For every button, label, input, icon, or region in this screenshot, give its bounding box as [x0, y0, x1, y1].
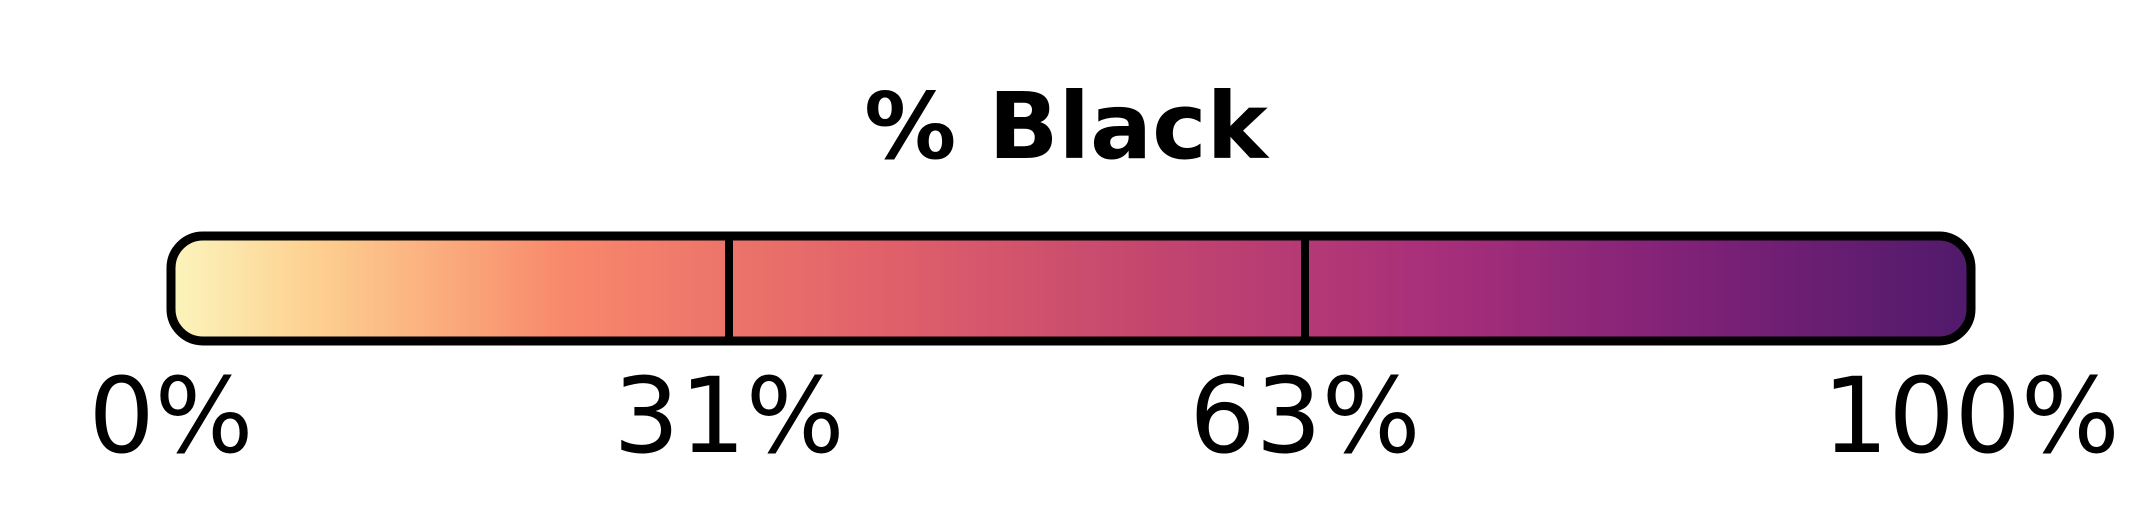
color-bar [166, 231, 1976, 346]
tick-label: 100% [1822, 355, 2119, 477]
tick-labels: 0% 31% 63% 100% [89, 355, 2120, 477]
tick-label: 63% [1189, 355, 1420, 477]
tick-label: 31% [613, 355, 844, 477]
bar-dividers [725, 236, 1309, 341]
tick-label: 0% [89, 355, 254, 477]
legend-title: % Black [864, 73, 1269, 180]
